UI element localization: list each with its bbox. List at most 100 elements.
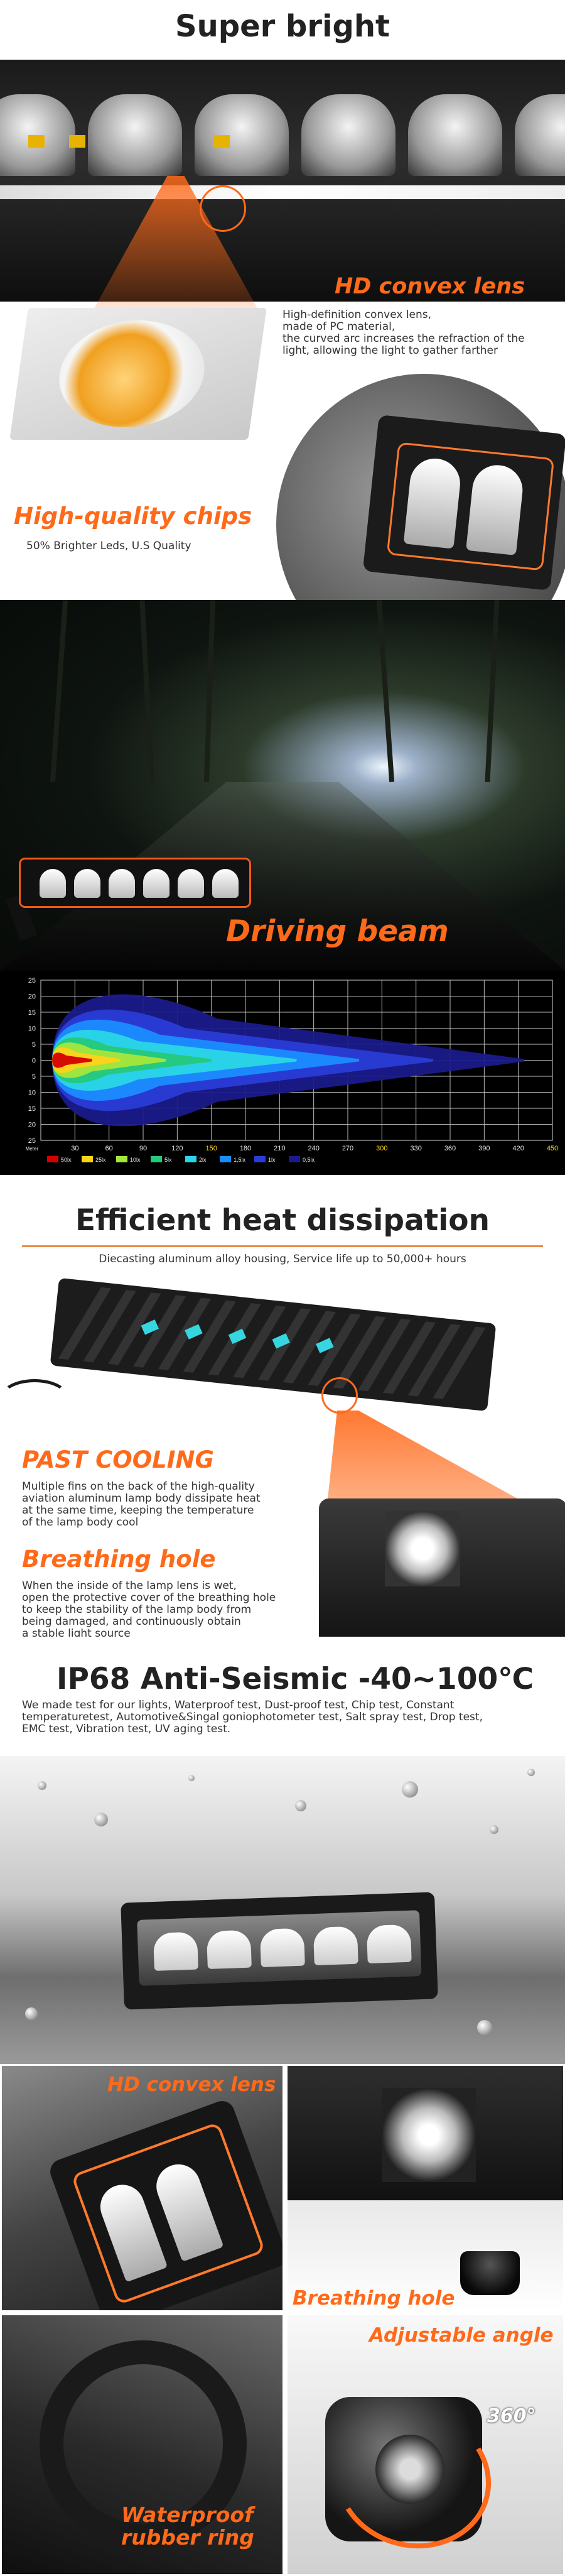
legend-swatch xyxy=(82,1156,93,1162)
x-tick-label: 450 xyxy=(547,1145,558,1152)
rotation-degrees: 360° xyxy=(487,2405,536,2427)
desc-line: Multiple fins on the back of the high-qu… xyxy=(22,1480,255,1493)
heat-dissipation-section: Efficient heat dissipation Diecasting al… xyxy=(0,1175,565,1637)
lens-shape xyxy=(408,94,502,176)
x-tick-label: 330 xyxy=(410,1145,421,1152)
fin xyxy=(158,1297,212,1370)
x-tick-label: 60 xyxy=(105,1145,113,1152)
vent-cap xyxy=(460,2251,520,2295)
led-chip xyxy=(69,135,85,148)
lightbar-image xyxy=(19,858,251,908)
legend-label: 0,5lx xyxy=(303,1157,315,1163)
rubber-ring-panel: Waterproof rubber ring xyxy=(0,2313,284,2576)
lens-cell xyxy=(109,869,135,898)
vent-image xyxy=(385,1511,460,1586)
fin xyxy=(433,1326,486,1399)
past-cooling-heading: PAST COOLING xyxy=(22,1446,214,1473)
title-divider xyxy=(22,1245,543,1247)
water-drop xyxy=(477,2020,492,2035)
led-chip-image xyxy=(9,308,267,440)
tree-trunk xyxy=(485,600,500,783)
hd-lens-line: the curved arc increases the refraction … xyxy=(282,332,525,345)
legend-swatch xyxy=(151,1156,162,1162)
x-tick-label: 120 xyxy=(171,1145,183,1152)
x-tick-label: 300 xyxy=(376,1145,387,1152)
y-tick-label: 5 xyxy=(32,1041,36,1049)
beam-chart-svg: 25 20 15 10 5 0 5 10 15 20 25 30 60 90 120 150 180 210 240… xyxy=(26,977,559,1163)
rubber-ring-label: Waterproof rubber ring xyxy=(121,2504,254,2549)
legend-label: 50lx xyxy=(61,1157,72,1163)
x-tick-label: 390 xyxy=(478,1145,490,1152)
hd-lens-panel: HD convex lens xyxy=(0,2064,284,2312)
fin xyxy=(382,1321,436,1394)
legend-label: 5lx xyxy=(164,1157,172,1163)
fin xyxy=(133,1295,186,1368)
driving-beam-heading: Driving beam xyxy=(226,914,449,949)
fin xyxy=(308,1313,361,1386)
feature-grid: HD convex lens Breathing hole Waterproof… xyxy=(0,2064,565,2576)
y-tick-label: 20 xyxy=(28,1122,36,1129)
hd-lens-line: light, allowing the light to gather fart… xyxy=(282,344,498,357)
lamp-unit xyxy=(362,415,565,591)
desc-line: aviation aluminum lamp body dissipate he… xyxy=(22,1492,261,1505)
lamp-face xyxy=(137,1910,422,1986)
lens-cell xyxy=(212,869,239,898)
x-tick-label: 240 xyxy=(308,1145,319,1152)
breathing-hole-panel: Breathing hole xyxy=(286,2064,565,2312)
breathing-hole-description: When the inside of the lamp lens is wet,… xyxy=(22,1580,317,1637)
water-drop xyxy=(94,1813,108,1826)
x-tick-label: 210 xyxy=(274,1145,285,1152)
heatsink-image xyxy=(50,1277,497,1412)
lens-shape xyxy=(301,94,396,176)
power-cable xyxy=(0,1379,69,1417)
lightbar-wet-image xyxy=(121,1892,438,2010)
legend-label: 2lx xyxy=(199,1157,207,1163)
vent-image xyxy=(382,2088,476,2182)
lens-shape xyxy=(515,94,565,176)
driving-beam-section: Driving beam xyxy=(0,600,565,971)
y-tick-label: 10 xyxy=(28,1025,36,1033)
lens-detail-image xyxy=(276,374,565,600)
x-tick-label: 150 xyxy=(205,1145,217,1152)
legend-swatch xyxy=(220,1156,231,1162)
desc-line: When the inside of the lamp lens is wet, xyxy=(22,1580,237,1592)
lens-cell xyxy=(366,1924,412,1964)
chips-heading: High-quality chips xyxy=(14,503,252,530)
tree-trunk xyxy=(376,600,395,782)
lens-cell xyxy=(153,1931,198,1971)
x-tick-label: 180 xyxy=(240,1145,251,1152)
waterproof-photo xyxy=(0,1756,565,2064)
lens-cell xyxy=(178,869,204,898)
y-tick-label: 15 xyxy=(28,1105,36,1113)
fin xyxy=(58,1287,111,1360)
y-tick-label: 25 xyxy=(28,1137,36,1145)
lens-cell xyxy=(143,869,170,898)
desc-line: We made test for our lights, Waterproof … xyxy=(22,1699,455,1711)
desc-line: EMC test, Vibration test, UV aging test. xyxy=(22,1723,231,1735)
hd-lens-label: HD convex lens xyxy=(107,2073,276,2096)
legend-label: 25lx xyxy=(95,1157,106,1163)
hd-lens-line: made of PC material, xyxy=(282,320,396,333)
water-drop xyxy=(527,1769,535,1776)
legend-swatch xyxy=(47,1156,58,1162)
legend-swatch xyxy=(254,1156,266,1162)
fin xyxy=(358,1319,411,1392)
ip68-title: IP68 Anti-Seismic -40~100℃ xyxy=(56,1662,534,1696)
fin xyxy=(407,1324,461,1397)
x-axis-label: Meter xyxy=(26,1146,39,1152)
heat-title: Efficient heat dissipation xyxy=(75,1203,490,1238)
breathing-hole-label: Breathing hole xyxy=(293,2287,455,2310)
plot-frame xyxy=(40,980,553,1141)
y-tick-label: 10 xyxy=(28,1089,36,1097)
legend-swatch xyxy=(185,1156,196,1162)
hd-lens-heading: HD convex lens xyxy=(335,274,525,299)
desc-line: a stable light source xyxy=(22,1627,131,1637)
legend-label: 10lx xyxy=(130,1157,141,1163)
lens-shape xyxy=(88,94,182,176)
x-tick-label: 270 xyxy=(342,1145,353,1152)
y-tick-label: 0 xyxy=(32,1057,36,1065)
lens-shape xyxy=(195,94,289,176)
lightbar-closeup-image xyxy=(0,60,565,302)
super-bright-section: Super bright HD convex lens High-definit… xyxy=(0,0,565,600)
